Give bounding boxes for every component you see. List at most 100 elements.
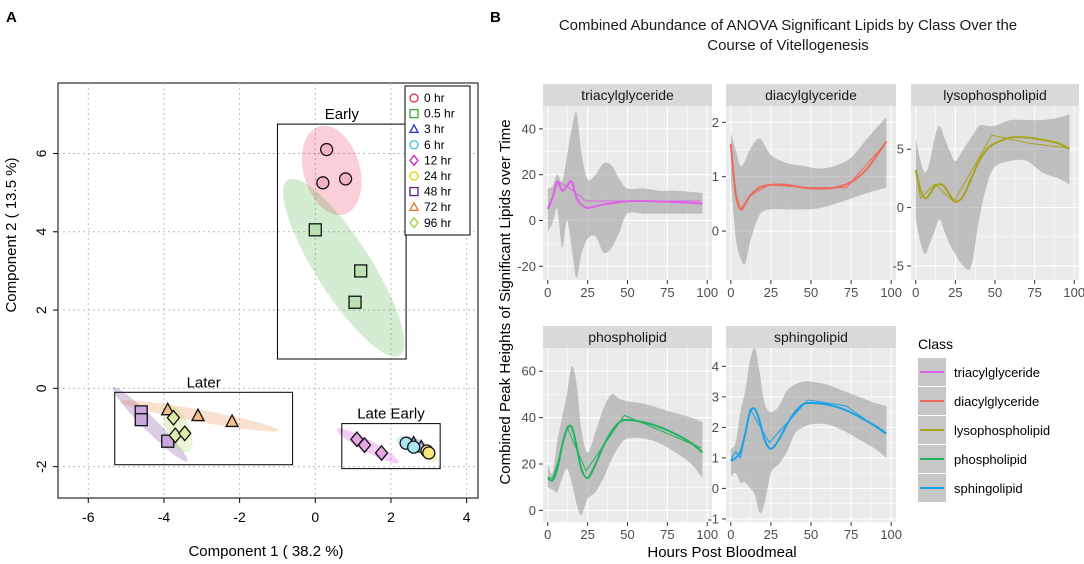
panel-a-xtick-label: -6 xyxy=(82,509,95,525)
facet-xtick-label: 0 xyxy=(727,285,734,300)
panel-b-title-line1: Combined Abundance of ANOVA Significant … xyxy=(559,17,1017,34)
panel-a-point-72-hr xyxy=(160,401,175,416)
facet-ytick-label: 0 xyxy=(897,200,904,215)
facet-ytick-label: 2 xyxy=(712,420,719,435)
panel-a-xlabel: Component 1 ( 38.2 %) xyxy=(188,543,343,560)
facet-xtick-label: 50 xyxy=(988,285,1002,300)
legend-label: phospholipid xyxy=(954,452,1027,467)
facet-xtick-label: 25 xyxy=(948,285,962,300)
panel-a-legend-label: 72 hr xyxy=(424,200,451,214)
facet-strip xyxy=(543,84,712,106)
panel-a-group-label: Late Early xyxy=(357,406,425,423)
panel-a-legend-marker xyxy=(409,108,419,119)
panel-a-xtick-label: 0 xyxy=(311,509,319,525)
facet-series xyxy=(914,114,1070,270)
facet-ytick-label: 40 xyxy=(522,121,536,136)
panel-a-legend-marker xyxy=(409,216,419,229)
facet-strip-label: sphingolipid xyxy=(774,329,848,345)
panel-a-group-box xyxy=(341,423,441,470)
facet-raw-line xyxy=(915,134,1068,203)
facet-ytick-label: 4 xyxy=(712,359,719,374)
facet-confidence-band xyxy=(915,114,1070,270)
facet-ytick-label: 2 xyxy=(712,115,719,130)
facet-xtick-label: 0 xyxy=(727,527,734,542)
panel-a-legend-marker xyxy=(409,186,419,197)
facet-ytick-label: -5 xyxy=(892,258,904,273)
facet-ytick-label: 3 xyxy=(712,389,719,404)
panel-b-xlabel: Hours Post Bloodmeal xyxy=(647,544,796,561)
facet-xtick-label: 50 xyxy=(804,285,818,300)
panel-a-ellipse-0-5-hr xyxy=(283,178,405,357)
panel-a-group-label: Early xyxy=(325,106,360,123)
panel-a-point-96-hr xyxy=(166,409,181,426)
panel-a-ytick-label: 2 xyxy=(33,306,49,314)
facet-ytick-label: -1 xyxy=(707,511,719,526)
panel-b-legend-title: Class xyxy=(918,336,953,352)
panel-a-ytick-label: 6 xyxy=(33,149,49,157)
panel-a-point-0-5-hr xyxy=(354,264,368,278)
panel-a-point-12-hr xyxy=(374,444,389,462)
legend-label: triacylglyceride xyxy=(954,365,1040,380)
facet-ytick-label: 0 xyxy=(529,503,536,518)
facet-xtick-label: 25 xyxy=(580,285,594,300)
panel-a-plot: -6 -4 -2 0 2 4 -2 0 2 4 6 Early Later Late Early 0 hr 0… xyxy=(33,82,479,525)
panel-a-xtick-label: -4 xyxy=(158,509,171,525)
panel-b-title-line2: Course of Vitellogenesis xyxy=(707,37,868,54)
panel-a-legend-marker xyxy=(409,93,419,103)
facet-strip xyxy=(726,84,896,106)
panel-a-legend-marker xyxy=(409,171,419,181)
panel-a-legend-label: 12 hr xyxy=(424,153,451,167)
legend-label: diacylglyceride xyxy=(954,394,1039,409)
facet-xtick-label: 75 xyxy=(844,527,858,542)
facet-xtick-label: 100 xyxy=(696,527,718,542)
panel-a-legend-marker xyxy=(409,140,419,150)
panel-a-ellipse-0-hr xyxy=(301,125,362,215)
facet-xtick-label: 75 xyxy=(660,285,674,300)
facet-xtick-label: 50 xyxy=(620,285,634,300)
facet-strip-label: lysophospholipid xyxy=(943,87,1047,103)
facet-series xyxy=(729,116,888,265)
panel-a-group-box xyxy=(114,391,294,466)
panel-b-ylabel: Combined Peak Heights of Significant Lip… xyxy=(497,119,514,484)
panel-a-legend-marker xyxy=(408,201,420,212)
panel-a-point-6-hr xyxy=(407,440,421,454)
panel-a-legend-label: 48 hr xyxy=(424,185,451,199)
panel-a-legend-label: 6 hr xyxy=(424,138,445,152)
panel-a-point-0-hr xyxy=(338,172,353,186)
facet-ytick-label: 20 xyxy=(522,167,536,182)
facet-ytick-label: 0 xyxy=(712,224,719,239)
facet-ytick-label: 0 xyxy=(712,481,719,496)
facet-xtick-label: 75 xyxy=(1027,285,1041,300)
panel-a-point-0-hr xyxy=(319,142,334,157)
facet-xtick-label: 100 xyxy=(880,527,902,542)
facet-smooth-line xyxy=(729,140,888,211)
facet-raw-line xyxy=(730,399,886,460)
facet-xtick-label: 25 xyxy=(764,285,778,300)
facet-ytick-label: 20 xyxy=(522,457,536,472)
facet-smooth-line xyxy=(914,135,1070,203)
panel-a-point-72-hr xyxy=(224,413,240,428)
facet-strip xyxy=(543,326,712,348)
panel-a-point-48-hr xyxy=(134,413,148,427)
facet-strip xyxy=(726,326,896,348)
facet-series xyxy=(730,348,887,514)
facet-xtick-label: 25 xyxy=(764,527,778,542)
facet-xtick-label: 50 xyxy=(804,527,818,542)
panel-b-label: B xyxy=(490,9,501,26)
facet-xtick-label: 25 xyxy=(580,527,594,542)
facet-ytick-label: 0 xyxy=(529,213,536,228)
facet-smooth-line xyxy=(546,180,703,210)
panel-a-group-box xyxy=(276,123,407,360)
facet-xtick-label: 0 xyxy=(544,527,551,542)
panel-a-ytick-label: 4 xyxy=(33,228,49,236)
facet-confidence-band xyxy=(730,348,887,514)
panel-a-ytick-label: 0 xyxy=(33,384,49,392)
facet-smooth-line xyxy=(547,418,704,482)
panel-a-xtick-label: 4 xyxy=(463,509,471,525)
facet-xtick-label: 50 xyxy=(620,527,634,542)
panel-a-xtick-label: -2 xyxy=(233,509,246,525)
panel-a-label: A xyxy=(6,9,17,26)
panel-a-legend-label: 24 hr xyxy=(424,169,451,183)
